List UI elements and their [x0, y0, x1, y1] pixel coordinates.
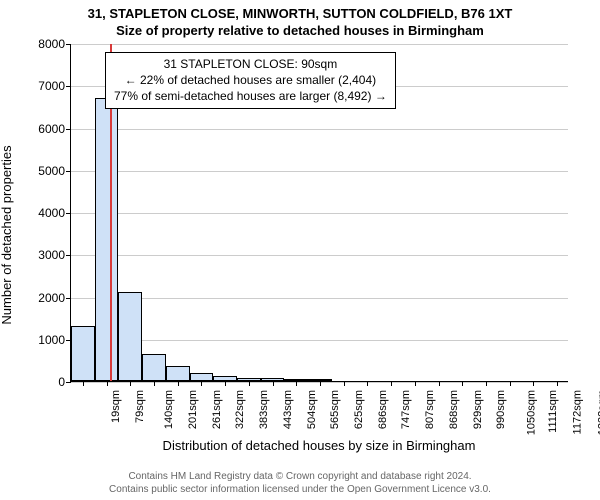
footer-line-1: Contains HM Land Registry data © Crown c… — [0, 471, 600, 484]
y-axis-label: Number of detached properties — [0, 145, 14, 324]
histogram-bar — [166, 366, 190, 381]
xtick-label: 261sqm — [211, 390, 223, 429]
xtick-label: 79sqm — [134, 390, 146, 423]
xtick-label: 565sqm — [329, 390, 341, 429]
xtick-label: 868sqm — [448, 390, 460, 429]
gridline — [71, 298, 568, 299]
x-axis-label: Distribution of detached houses by size … — [163, 438, 476, 453]
xtick-mark — [249, 381, 250, 386]
ytick-label: 8000 — [38, 37, 71, 51]
plot-area: 01000200030004000500060007000800019sqm79… — [70, 44, 568, 382]
xtick-mark — [439, 381, 440, 386]
annotation-line: 31 STAPLETON CLOSE: 90sqm — [114, 56, 387, 72]
footer-line-2: Contains public sector information licen… — [0, 484, 600, 497]
xtick-label: 322sqm — [235, 390, 247, 429]
xtick-mark — [344, 381, 345, 386]
xtick-mark — [557, 381, 558, 386]
xtick-label: 140sqm — [163, 390, 175, 429]
gridline — [71, 44, 568, 45]
xtick-mark — [510, 381, 511, 386]
xtick-mark — [154, 381, 155, 386]
xtick-mark — [367, 381, 368, 386]
ytick-label: 0 — [58, 375, 71, 389]
xtick-mark — [178, 381, 179, 386]
xtick-label: 686sqm — [377, 390, 389, 429]
gridline — [71, 129, 568, 130]
ytick-label: 2000 — [38, 291, 71, 305]
xtick-label: 1232sqm — [596, 390, 600, 435]
xtick-label: 1111sqm — [547, 390, 559, 433]
xtick-label: 383sqm — [258, 390, 270, 429]
xtick-mark — [130, 381, 131, 386]
xtick-label: 807sqm — [424, 390, 436, 429]
ytick-label: 6000 — [38, 122, 71, 136]
histogram-bar — [71, 326, 95, 381]
xtick-mark — [107, 381, 108, 386]
gridline — [71, 213, 568, 214]
xtick-mark — [533, 381, 534, 386]
xtick-mark — [225, 381, 226, 386]
xtick-mark — [391, 381, 392, 386]
histogram-bar — [118, 292, 142, 381]
xtick-label: 625sqm — [353, 390, 365, 429]
xtick-label: 443sqm — [282, 390, 294, 429]
ytick-label: 3000 — [38, 248, 71, 262]
annotation-box: 31 STAPLETON CLOSE: 90sqm← 22% of detach… — [105, 52, 396, 109]
ytick-label: 4000 — [38, 206, 71, 220]
annotation-line: ← 22% of detached houses are smaller (2,… — [114, 72, 387, 88]
xtick-mark — [415, 381, 416, 386]
ytick-label: 5000 — [38, 164, 71, 178]
xtick-label: 1050sqm — [525, 390, 537, 435]
xtick-label: 201sqm — [187, 390, 199, 429]
xtick-label: 1172sqm — [572, 390, 584, 434]
xtick-mark — [201, 381, 202, 386]
histogram-bar — [190, 373, 214, 381]
title-subtitle: Size of property relative to detached ho… — [0, 21, 600, 38]
gridline — [71, 171, 568, 172]
xtick-label: 504sqm — [306, 390, 318, 429]
xtick-label: 19sqm — [110, 390, 122, 423]
gridline — [71, 340, 568, 341]
gridline — [71, 255, 568, 256]
xtick-mark — [296, 381, 297, 386]
title-address: 31, STAPLETON CLOSE, MINWORTH, SUTTON CO… — [0, 0, 600, 21]
xtick-label: 990sqm — [495, 390, 507, 429]
xtick-mark — [462, 381, 463, 386]
xtick-mark — [83, 381, 84, 386]
xtick-mark — [273, 381, 274, 386]
chart-container: 31, STAPLETON CLOSE, MINWORTH, SUTTON CO… — [0, 0, 600, 500]
xtick-mark — [320, 381, 321, 386]
annotation-line: 77% of semi-detached houses are larger (… — [114, 88, 387, 104]
xtick-label: 747sqm — [401, 390, 413, 429]
xtick-mark — [486, 381, 487, 386]
footer-attribution: Contains HM Land Registry data © Crown c… — [0, 471, 600, 496]
xtick-label: 929sqm — [472, 390, 484, 429]
histogram-bar — [142, 354, 166, 381]
ytick-label: 7000 — [38, 79, 71, 93]
ytick-label: 1000 — [38, 333, 71, 347]
histogram-bar — [95, 98, 119, 381]
